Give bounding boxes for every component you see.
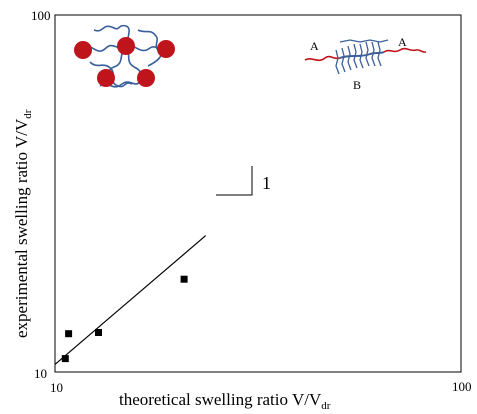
x-axis-title-main: theoretical swelling ratio V/V — [119, 390, 322, 409]
graft-backbone-a-right — [383, 47, 427, 53]
graft-side-chain — [339, 39, 389, 43]
graft-backbone-b — [339, 51, 385, 59]
data-points — [61, 275, 188, 363]
graft-side-chain — [353, 43, 358, 69]
star-core — [137, 69, 155, 87]
plot-area — [54, 14, 462, 373]
graft-side-chain — [347, 45, 352, 71]
data-point — [95, 329, 102, 336]
y-axis-title: experimental swelling ratio V/Vdr — [12, 109, 34, 338]
graft-side-chain — [365, 41, 370, 67]
slope-triangle-legs — [216, 166, 253, 196]
x-axis: 10 100 — [50, 379, 472, 395]
graft-side-chain — [335, 49, 340, 75]
y-tick-label-10: 10 — [34, 366, 47, 381]
y-axis-title-main: experimental swelling ratio V/V — [12, 118, 31, 338]
star-chain — [93, 24, 130, 47]
star-core — [97, 69, 115, 87]
star-chain — [137, 29, 162, 67]
star-polymer-illustration — [74, 24, 175, 88]
star-core — [157, 40, 175, 58]
y-axis-title-sub: dr — [22, 109, 34, 119]
data-point — [180, 275, 188, 283]
graft-copolymer-illustration: A A B — [304, 35, 427, 92]
x-axis-title: theoretical swelling ratio V/Vdr — [119, 390, 331, 412]
x-tick-label-100: 100 — [452, 379, 472, 394]
data-point — [61, 355, 69, 363]
graft-label-b: B — [353, 78, 361, 92]
graft-side-chain — [359, 43, 364, 69]
y-axis: 100 10 — [31, 8, 51, 381]
star-core — [74, 41, 92, 59]
slope-label: 1 — [262, 173, 271, 193]
x-tick-label-10: 10 — [50, 380, 63, 395]
x-axis-title-sub: dr — [321, 400, 331, 412]
y-tick-label-100: 100 — [31, 8, 51, 23]
slope-triangle: 1 — [216, 166, 271, 196]
graft-side-chain — [377, 41, 382, 67]
graft-backbone-a-left — [304, 55, 341, 62]
fit-line — [54, 235, 207, 365]
graft-label-a-right: A — [398, 35, 407, 49]
data-point — [65, 330, 73, 338]
graft-side-chains — [335, 39, 389, 75]
graft-label-a-left: A — [310, 39, 319, 53]
star-core — [117, 37, 135, 55]
graft-side-chain — [341, 47, 346, 73]
plot-frame — [54, 14, 462, 373]
graft-side-chain — [371, 41, 376, 67]
